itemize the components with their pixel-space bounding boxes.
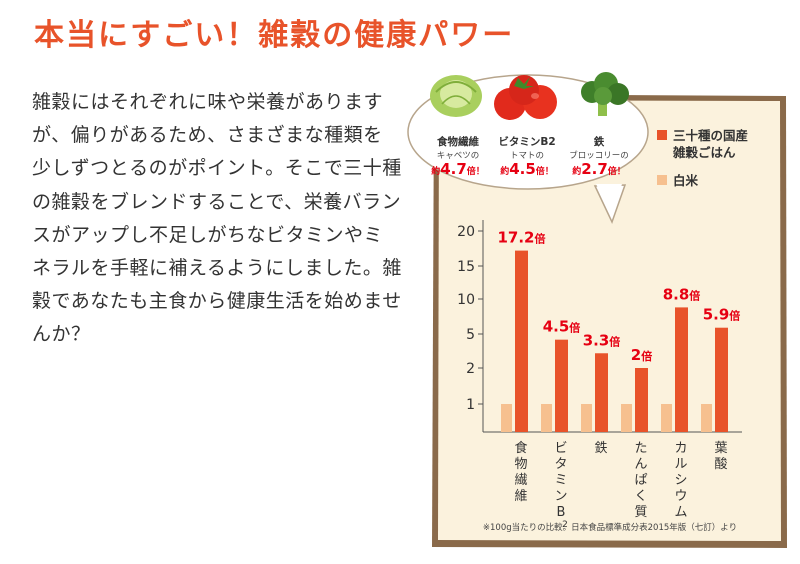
callout-item-sub: キャベツの [437,151,480,161]
svg-text:葉: 葉 [714,441,727,456]
bar-rice [701,404,712,432]
svg-text:繊: 繊 [514,472,527,488]
callout-item-value: 約4.5倍！ [500,160,554,178]
callout-item-name: 鉄 [594,135,605,148]
bar-grain [715,327,728,432]
callout-item-name: ビタミンB2 [498,135,555,148]
data-label: 8.8倍 [663,285,701,303]
x-tick-label: ビタミンB2 [554,441,567,530]
x-tick-label: 葉酸 [714,441,727,472]
bar-grain [595,353,608,432]
callout-item-value: 約2.7倍！ [572,160,626,178]
description-text: 雑穀にはそれぞれに味や栄養がありますが、偏りがあるため、さまざまな種類を少しずつ… [32,91,402,346]
svg-text:カ: カ [674,441,687,456]
svg-text:酸: 酸 [714,457,727,472]
data-label: 4.5倍 [543,318,581,336]
svg-text:鉄: 鉄 [594,441,607,456]
callout-item-name: 食物繊維 [436,135,479,148]
y-tick-label: 5 [466,327,475,343]
svg-text:タ: タ [554,457,567,472]
svg-text:ミ: ミ [554,473,567,488]
bar-grain [635,368,648,432]
y-tick-label: 1 [466,397,475,413]
legend-item: 白米 [657,173,699,188]
legend-label: 白米 [673,173,699,188]
bar-grain [555,339,568,432]
svg-text:シ: シ [674,473,687,488]
y-tick-label: 15 [457,259,475,275]
svg-text:2: 2 [562,520,568,530]
data-label: 5.9倍 [703,306,741,324]
svg-text:ん: ん [634,457,647,472]
y-tick-label: 2 [466,361,475,377]
tomato-icon [494,75,557,120]
svg-text:た: た [634,441,647,456]
callout-item-sub: トマトの [510,151,544,161]
svg-text:ン: ン [554,489,567,504]
broccoli-icon [581,72,629,116]
svg-text:ビ: ビ [554,441,567,456]
callout-item-sub: ブロッコリーの [569,150,629,161]
svg-text:ル: ル [674,457,687,472]
bar-rice [501,404,512,432]
x-tick-label: 食物繊維 [514,440,527,504]
legend-label: 雑穀ごはん [672,145,736,160]
svg-text:く: く [634,489,647,504]
bar-rice [541,404,552,432]
bar-rice [621,404,632,432]
svg-text:B: B [557,505,566,520]
data-label: 2倍 [631,346,652,364]
y-tick-label: 10 [457,292,475,308]
svg-text:維: 維 [514,489,527,504]
svg-text:質: 質 [634,505,647,520]
bar-rice [661,404,672,432]
data-label: 17.2倍 [497,229,545,247]
bar-rice [581,404,592,432]
legend-swatch [657,175,667,185]
svg-text:物: 物 [514,457,527,472]
page-title: 本当にすごい！雑穀の健康パワー [34,18,515,53]
x-tick-label: 鉄 [594,441,607,456]
cabbage-icon [430,75,482,117]
legend-label: 三十種の国産 [673,128,748,143]
bar-grain [515,250,528,432]
svg-text:ム: ム [674,505,687,520]
footnote: ※100g当たりの比較。日本食品標準成分表2015年版（七訂）より [483,522,737,533]
svg-text:ぱ: ぱ [634,473,647,488]
bar-grain [675,307,688,432]
svg-text:食: 食 [514,440,527,456]
y-tick-label: 20 [457,224,475,240]
svg-text:ウ: ウ [674,489,687,504]
data-label: 3.3倍 [583,331,621,349]
legend-swatch [657,130,667,140]
callout-item-value: 約4.7倍！ [431,160,485,178]
